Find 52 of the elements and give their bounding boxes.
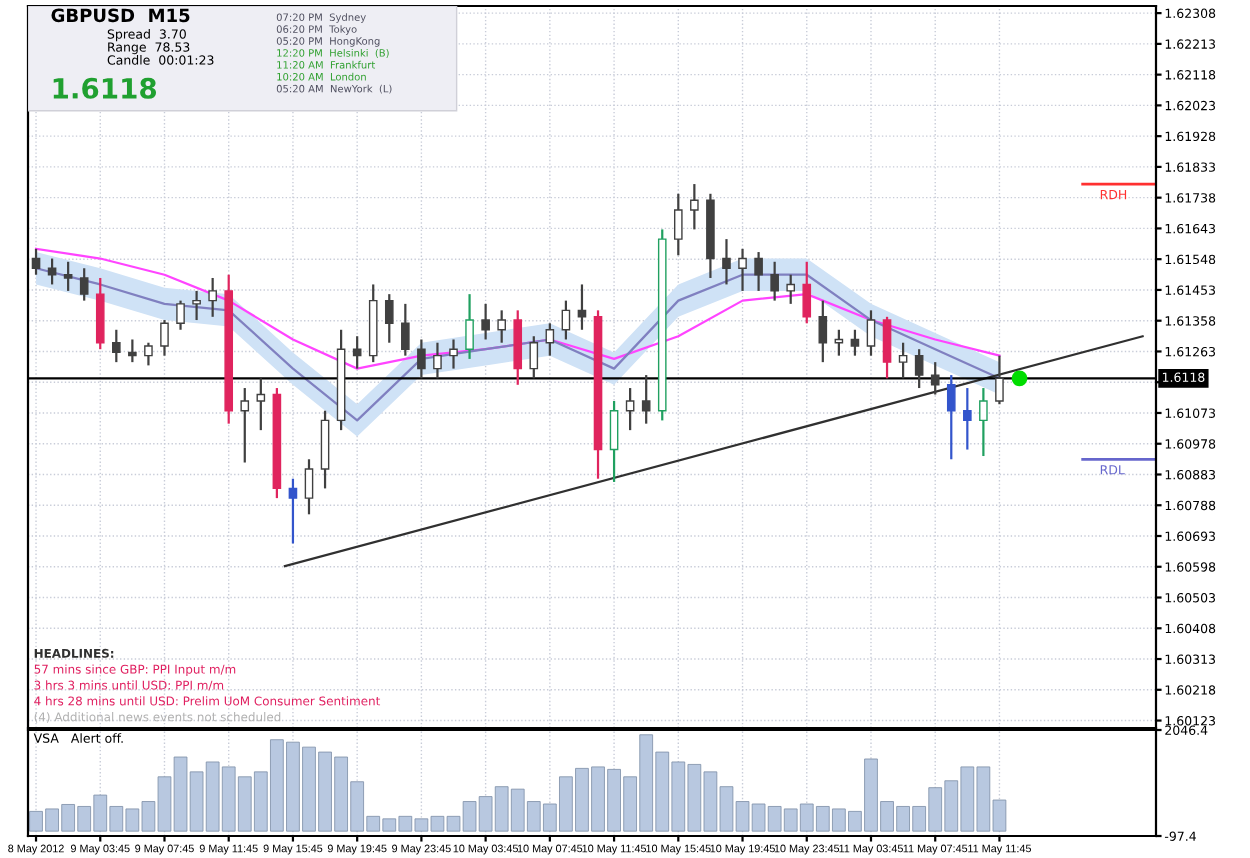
annotation: 1.6118 — [53, 77, 157, 99]
candlestick — [770, 260, 779, 302]
candlestick — [561, 299, 571, 341]
candlestick — [31, 247, 41, 276]
candlestick — [786, 273, 796, 305]
candlestick — [946, 373, 956, 461]
candlestick — [144, 341, 153, 367]
candlestick — [529, 335, 539, 380]
candlestick — [641, 373, 651, 425]
candlestick — [818, 299, 828, 364]
candlestick — [208, 276, 217, 318]
candlestick — [352, 335, 362, 370]
candlestick — [481, 302, 490, 341]
candlestick — [754, 250, 763, 293]
candlestick — [401, 302, 410, 357]
candlestick — [192, 289, 201, 322]
candlestick — [914, 348, 924, 390]
line-series — [34, 247, 1001, 370]
candlestick — [384, 293, 394, 344]
candlestick — [882, 315, 892, 380]
candlestick — [288, 477, 298, 545]
candlestick — [128, 338, 137, 364]
candlestick — [609, 399, 619, 484]
chart-title: GBPUSD M15 — [51, 8, 190, 23]
candlestick — [690, 182, 699, 231]
candlestick — [625, 386, 635, 432]
candlestick — [304, 458, 314, 516]
candlestick — [449, 338, 458, 370]
candlestick — [995, 354, 1004, 406]
candlestick — [79, 267, 89, 302]
candlestick — [160, 318, 169, 357]
candlestick — [112, 328, 121, 364]
candlestick — [577, 283, 587, 331]
candlestick — [866, 309, 876, 357]
candlestick — [433, 341, 442, 380]
candlestick — [963, 386, 972, 451]
candlestick — [63, 260, 73, 293]
candlestick — [930, 361, 940, 396]
candlestick — [802, 260, 812, 325]
candlestick — [850, 328, 860, 357]
candlestick — [497, 309, 506, 344]
candlestick — [256, 377, 266, 432]
candlestick — [465, 293, 474, 361]
candlestick — [898, 341, 908, 380]
candlestick — [240, 386, 250, 464]
candlestick — [722, 238, 731, 286]
candlestick — [738, 247, 747, 293]
candlestick — [417, 338, 426, 380]
candlestick — [176, 299, 185, 331]
candlestick — [545, 322, 555, 357]
candlestick — [673, 192, 683, 257]
candlestick — [979, 386, 988, 458]
